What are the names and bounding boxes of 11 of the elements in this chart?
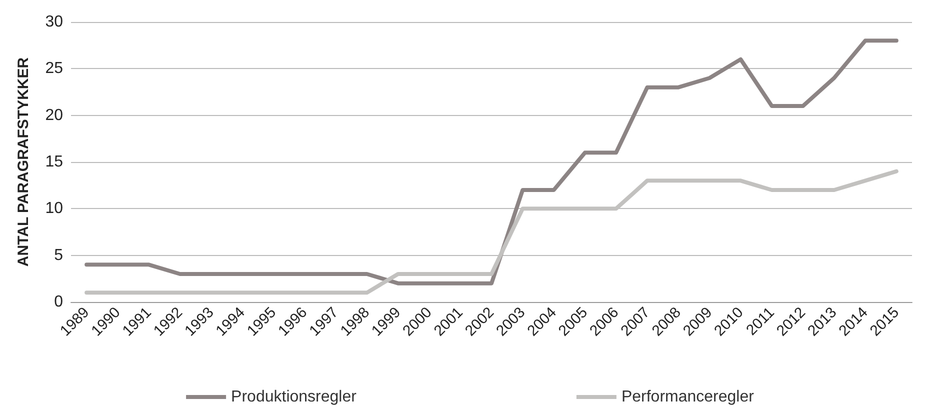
y-tick-label: 10 <box>45 200 64 218</box>
legend-label: Performanceregler <box>621 388 755 406</box>
y-tick-label: 15 <box>45 154 64 170</box>
legend-label: Produktionsregler <box>231 388 358 406</box>
y-tick-label: 25 <box>45 60 64 78</box>
y-tick-label: 0 <box>54 294 64 310</box>
y-tick-label: 30 <box>45 14 64 30</box>
y-tick-label: 20 <box>45 106 64 124</box>
y-tick-label: 5 <box>54 246 64 264</box>
line-series <box>84 38 898 286</box>
y-axis-title: ANTAL PARAGRAFSTYKKER <box>15 57 32 267</box>
